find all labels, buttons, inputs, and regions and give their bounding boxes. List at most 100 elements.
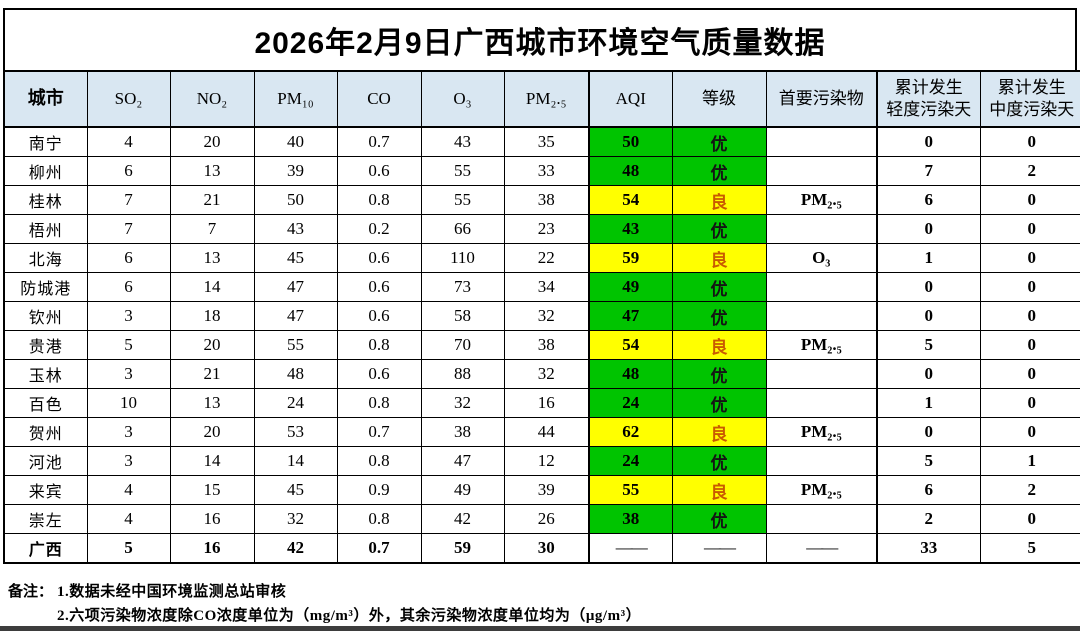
o3-cell: 32 [420, 388, 505, 418]
aqi-value-cell: 24 [588, 446, 673, 476]
primary-cell: PM₂.₅ [765, 475, 878, 505]
grade-cell: 优 [671, 272, 767, 302]
table-row: 防城港 6 14 47 0.6 73 34 49 优 0 0 [3, 272, 1080, 302]
co-cell: 0.6 [336, 156, 422, 186]
so2-cell: 4 [86, 126, 171, 157]
footnote-lines: 1.数据未经中国环境监测总站审核 2.六项污染物浓度除CO浓度单位为（mg/m³… [57, 580, 1068, 628]
header-row: 城市 SO₂ NO₂ PM₁₀ CO O₃ PM₂.₅ AQI 等级 首要污染物 累计发生 轻度污染… [3, 70, 1080, 128]
no2-cell: 20 [169, 126, 255, 157]
moderate-cell: 1 [979, 446, 1080, 476]
pm25-cell: 32 [503, 301, 590, 331]
pm10-cell: 47 [253, 301, 338, 331]
column-header-aqi: AQI [588, 70, 673, 128]
table-row: 来宾 4 15 45 0.9 49 39 55 良 PM₂.₅ 6 2 [3, 475, 1080, 505]
o3-cell: 47 [420, 446, 505, 476]
pm10-cell: 40 [253, 126, 338, 157]
grade-cell: 优 [671, 156, 767, 186]
primary-cell [765, 214, 878, 244]
no2-cell: 21 [169, 359, 255, 389]
table-row: 南宁 4 20 40 0.7 43 35 50 优 0 0 [3, 126, 1080, 157]
pm10-cell: 45 [253, 243, 338, 273]
primary-cell: —— [765, 533, 878, 564]
so2-cell: 3 [86, 359, 171, 389]
city-cell: 河池 [3, 446, 88, 476]
pm25-cell: 23 [503, 214, 590, 244]
o3-cell: 66 [420, 214, 505, 244]
aqi-value-cell: 59 [588, 243, 673, 273]
aqi-value-cell: 55 [588, 475, 673, 505]
so2-cell: 7 [86, 185, 171, 215]
light-cell: 0 [876, 214, 981, 244]
column-header-city: 城市 [3, 70, 88, 128]
so2-cell: 6 [86, 156, 171, 186]
o3-cell: 42 [420, 504, 505, 534]
pm10-cell: 39 [253, 156, 338, 186]
aqi-value-cell: 49 [588, 272, 673, 302]
o3-cell: 49 [420, 475, 505, 505]
pm25-cell: 33 [503, 156, 590, 186]
aqi-value-cell: 54 [588, 185, 673, 215]
moderate-cell: 0 [979, 214, 1080, 244]
grade-cell: 良 [671, 330, 767, 360]
primary-cell [765, 126, 878, 157]
city-cell: 防城港 [3, 272, 88, 302]
no2-cell: 16 [169, 504, 255, 534]
pm25-cell: 32 [503, 359, 590, 389]
moderate-cell: 2 [979, 475, 1080, 505]
no2-cell: 14 [169, 272, 255, 302]
primary-cell [765, 272, 878, 302]
city-cell: 钦州 [3, 301, 88, 331]
pm25-cell: 12 [503, 446, 590, 476]
primary-cell [765, 301, 878, 331]
city-cell: 桂林 [3, 185, 88, 215]
moderate-cell: 0 [979, 417, 1080, 447]
table-row: 贺州 3 20 53 0.7 38 44 62 良 PM₂.₅ 0 0 [3, 417, 1080, 447]
grade-cell: 良 [671, 185, 767, 215]
bottom-edge-bar [0, 626, 1080, 631]
table-row: 柳州 6 13 39 0.6 55 33 48 优 7 2 [3, 156, 1080, 186]
table-row: 百色 10 13 24 0.8 32 16 24 优 1 0 [3, 388, 1080, 418]
city-cell: 柳州 [3, 156, 88, 186]
light-cell: 0 [876, 272, 981, 302]
column-header-o3: O₃ [420, 70, 505, 128]
table-header: 城市 SO₂ NO₂ PM₁₀ CO O₃ PM₂.₅ AQI 等级 首要污染物 累计发生 轻度污染… [3, 70, 1080, 128]
grade-cell: 良 [671, 417, 767, 447]
co-cell: 0.7 [336, 417, 422, 447]
table-row: 崇左 4 16 32 0.8 42 26 38 优 2 0 [3, 504, 1080, 534]
aqi-value-cell: 24 [588, 388, 673, 418]
pm10-cell: 14 [253, 446, 338, 476]
column-header-grade: 等级 [671, 70, 767, 128]
no2-cell: 16 [169, 533, 255, 564]
no2-cell: 13 [169, 243, 255, 273]
grade-cell: 良 [671, 243, 767, 273]
grade-cell: 优 [671, 388, 767, 418]
o3-cell: 73 [420, 272, 505, 302]
footnote-label: 备注： [8, 584, 54, 600]
primary-cell: PM₂.₅ [765, 330, 878, 360]
light-cell: 1 [876, 388, 981, 418]
co-cell: 0.8 [336, 185, 422, 215]
o3-cell: 70 [420, 330, 505, 360]
column-header-light: 累计发生 轻度污染天 [876, 70, 981, 128]
table-row: 桂林 7 21 50 0.8 55 38 54 良 PM₂.₅ 6 0 [3, 185, 1080, 215]
o3-cell: 88 [420, 359, 505, 389]
column-header-primary: 首要污染物 [765, 70, 878, 128]
co-cell: 0.6 [336, 301, 422, 331]
primary-cell [765, 359, 878, 389]
pm10-cell: 50 [253, 185, 338, 215]
table-row: 梧州 7 7 43 0.2 66 23 43 优 0 0 [3, 214, 1080, 244]
column-header-co: CO [336, 70, 422, 128]
table-row: 河池 3 14 14 0.8 47 12 24 优 5 1 [3, 446, 1080, 476]
bulletin-sheet: 2026年2月9日广西城市环境空气质量数据 城市 SO₂ NO₂ PM₁₀ CO O₃ PM… [3, 8, 1080, 564]
city-cell: 来宾 [3, 475, 88, 505]
footnotes: 备注： 1.数据未经中国环境监测总站审核 2.六项污染物浓度除CO浓度单位为（m… [8, 580, 1068, 628]
no2-cell: 13 [169, 156, 255, 186]
light-cell: 7 [876, 156, 981, 186]
light-cell: 0 [876, 126, 981, 157]
grade-cell: —— [671, 533, 767, 564]
o3-cell: 43 [420, 126, 505, 157]
aqi-value-cell: —— [588, 533, 673, 564]
city-cell: 玉林 [3, 359, 88, 389]
aqi-value-cell: 47 [588, 301, 673, 331]
co-cell: 0.8 [336, 330, 422, 360]
